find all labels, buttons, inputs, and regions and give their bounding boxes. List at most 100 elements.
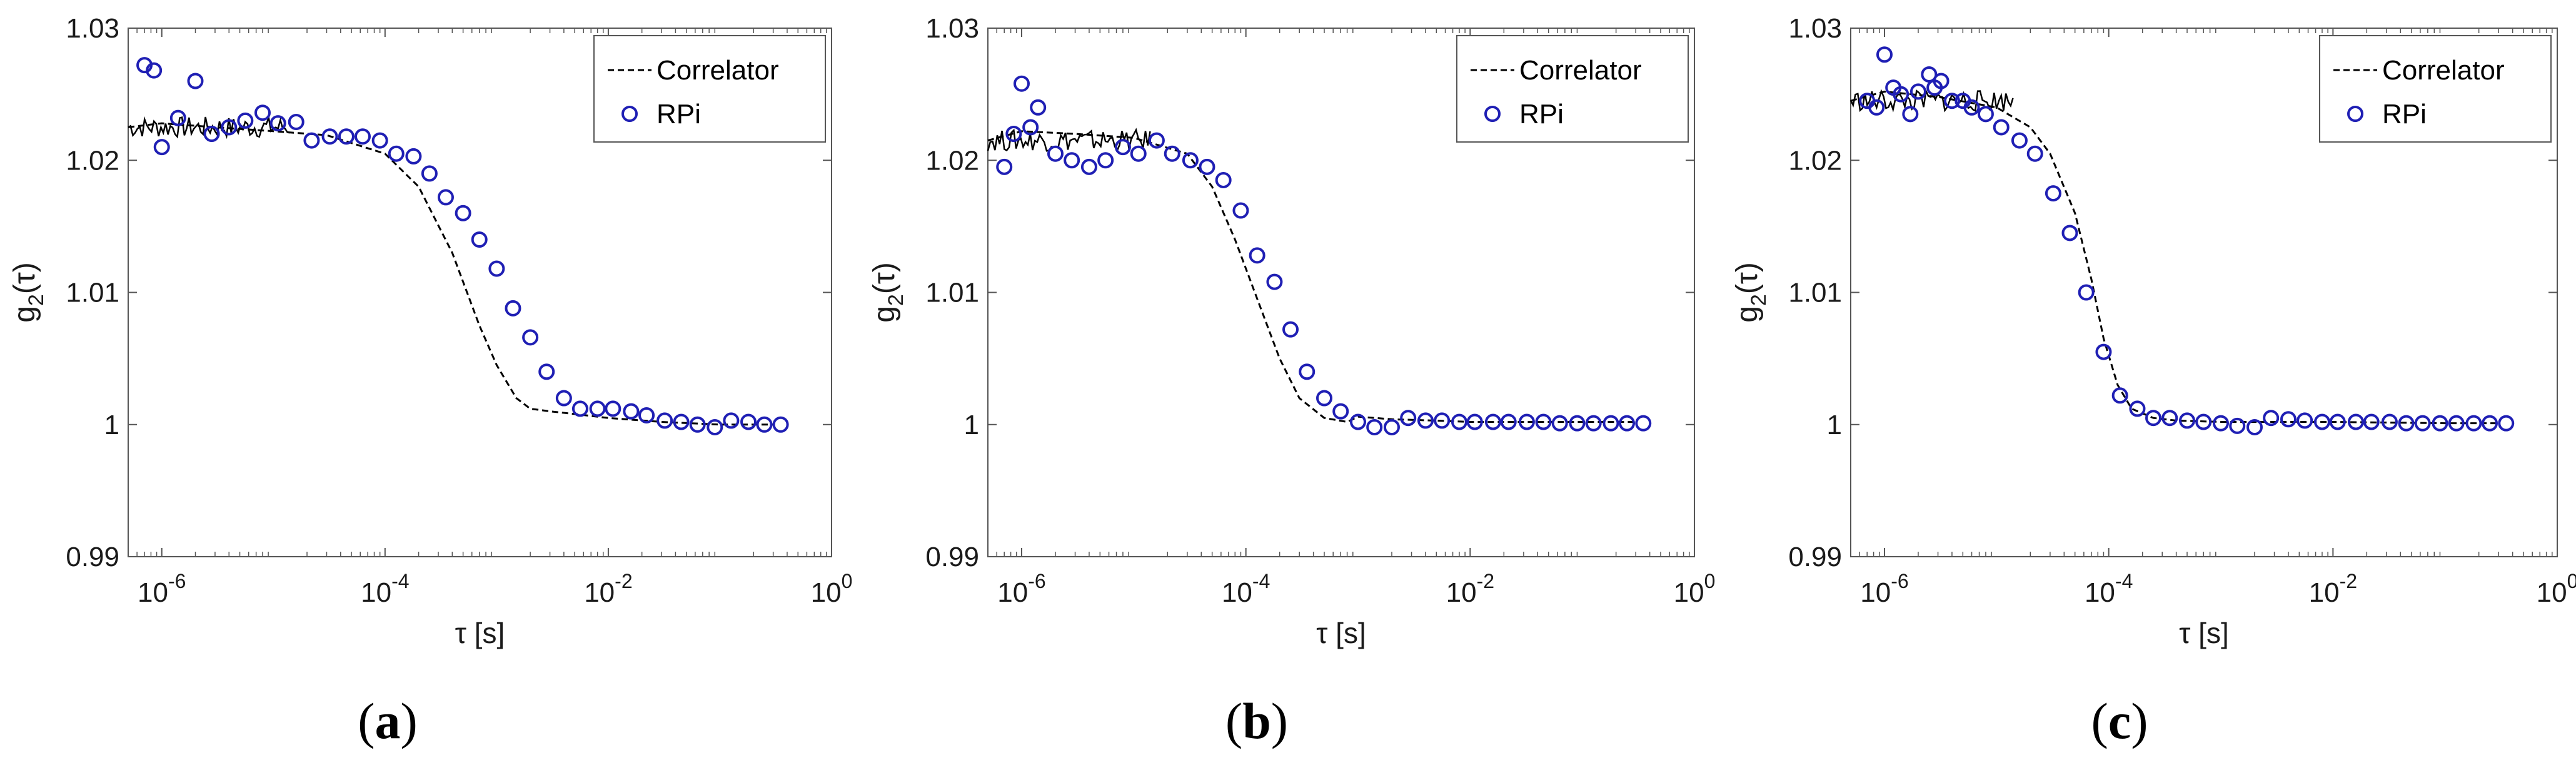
rpi-data-point <box>1868 99 1885 116</box>
rpi-data-point <box>538 363 555 380</box>
rpi-data-point <box>303 132 320 149</box>
legend-rpi-swatch <box>621 106 638 122</box>
rpi-data-point <box>1963 99 1980 116</box>
panel-label-close-paren: ) <box>401 692 418 749</box>
y-tick-label: 0.99 <box>1788 542 1842 572</box>
rpi-data-point <box>1902 106 1919 123</box>
legend-correlator-label: Correlator <box>1519 55 1642 86</box>
rpi-data-point <box>2026 145 2043 162</box>
x-tick-base: 10 <box>138 577 168 608</box>
correlator-line <box>1850 90 2499 425</box>
rpi-data-point <box>221 119 238 136</box>
rpi-data-point <box>1022 119 1039 136</box>
x-tick-exponent: -4 <box>391 570 409 592</box>
rpi-data-point <box>1977 106 1994 123</box>
panel-label: (c) <box>2091 692 2148 749</box>
y-axis-label: g2(τ) <box>1731 262 1771 323</box>
y-tick-label: 1.02 <box>66 145 119 176</box>
rpi-data-point <box>1047 145 1064 162</box>
correlator-line <box>987 130 1636 423</box>
legend-correlator-label: Correlator <box>2382 55 2505 86</box>
x-tick-exponent: -6 <box>1028 570 1045 592</box>
rpi-data-point <box>1249 247 1265 264</box>
rpi-data-point <box>1383 418 1400 435</box>
y-tick-label: 1.01 <box>66 278 119 308</box>
x-tick-base: 10 <box>2537 577 2567 608</box>
rpi-data-point <box>203 126 220 142</box>
rpi-data-point <box>1943 93 1960 109</box>
rpi-data-point <box>1316 390 1333 407</box>
legend-correlator-label: Correlator <box>657 55 779 86</box>
rpi-data-point <box>1585 415 1602 432</box>
rpi-data-point <box>2061 225 2078 241</box>
x-tick-base: 10 <box>1446 577 1477 608</box>
rpi-data-point <box>146 62 163 79</box>
rpi-data-point <box>756 416 773 433</box>
x-tick-base: 10 <box>361 577 391 608</box>
x-tick-base: 10 <box>584 577 615 608</box>
x-tick-label: 10-2 <box>2309 570 2357 608</box>
rpi-data-point <box>2381 413 2398 430</box>
x-tick-label: 10-2 <box>1446 570 1494 608</box>
rpi-data-point <box>321 128 338 145</box>
rpi-data-point <box>421 165 438 182</box>
rpi-data-point <box>1349 413 1366 430</box>
x-tick-exponent: -2 <box>1477 570 1494 592</box>
y-label-argument: (τ) <box>868 262 901 294</box>
x-tick-base: 10 <box>1222 577 1252 608</box>
rpi-data-point <box>1148 132 1165 149</box>
rpi-data-point <box>1114 139 1131 156</box>
rpi-data-point <box>1569 415 1586 432</box>
y-tick-label: 1 <box>104 410 119 440</box>
rpi-data-point <box>471 231 488 248</box>
rpi-data-point <box>571 400 588 417</box>
rpi-data-point <box>996 158 1013 175</box>
rpi-data-point <box>1299 363 1316 380</box>
rpi-data-point <box>657 412 673 429</box>
rpi-data-point <box>2297 412 2313 429</box>
y-tick-label: 1 <box>964 410 979 440</box>
x-tick-exponent: -2 <box>2340 570 2357 592</box>
rpi-data-point <box>623 403 640 420</box>
rpi-data-point <box>338 128 355 145</box>
rpi-data-point <box>1080 158 1097 175</box>
rpi-data-point <box>455 205 471 221</box>
rpi-data-point <box>555 390 572 407</box>
x-tick-exponent: 0 <box>1704 570 1716 592</box>
rpi-data-point <box>1005 126 1022 142</box>
rpi-data-point <box>1366 418 1383 435</box>
rpi-data-point <box>1635 415 1652 432</box>
rpi-data-point <box>2212 415 2229 432</box>
y-label-argument: (τ) <box>1731 262 1764 294</box>
y-tick-label: 0.99 <box>66 542 119 572</box>
rpi-data-point <box>1232 202 1249 219</box>
rpi-data-point <box>237 112 254 129</box>
rpi-data-point <box>2179 412 2196 429</box>
rpi-data-point <box>1030 99 1047 116</box>
rpi-data-point <box>269 115 286 132</box>
rpi-data-point <box>1182 152 1199 169</box>
y-tick-label: 1.02 <box>1788 145 1842 176</box>
rpi-data-point <box>388 145 405 162</box>
rpi-data-point <box>707 418 723 435</box>
rpi-data-point <box>1282 321 1299 338</box>
rpi-data-point <box>2347 413 2364 430</box>
rpi-data-point <box>522 329 539 346</box>
rpi-data-point <box>2414 415 2431 432</box>
rpi-data-point <box>2145 410 2162 427</box>
y-tick-label: 1.03 <box>66 13 119 44</box>
rpi-data-point <box>1064 152 1080 169</box>
x-tick-label: 10-4 <box>361 570 409 608</box>
rpi-data-point <box>153 139 170 156</box>
rpi-data-point <box>1551 415 1568 432</box>
legend-rpi-swatch <box>1484 106 1501 122</box>
x-tick-label: 10-2 <box>584 570 632 608</box>
rpi-data-point <box>1619 415 1636 432</box>
x-tick-base: 10 <box>2309 577 2340 608</box>
rpi-data-point <box>673 413 690 430</box>
x-tick-label: 100 <box>1674 570 1716 608</box>
rpi-data-point <box>1993 119 2010 136</box>
x-tick-label: 100 <box>2537 570 2576 608</box>
panel-label-letter: c <box>2108 692 2131 749</box>
legend-rpi-label: RPi <box>657 99 701 129</box>
